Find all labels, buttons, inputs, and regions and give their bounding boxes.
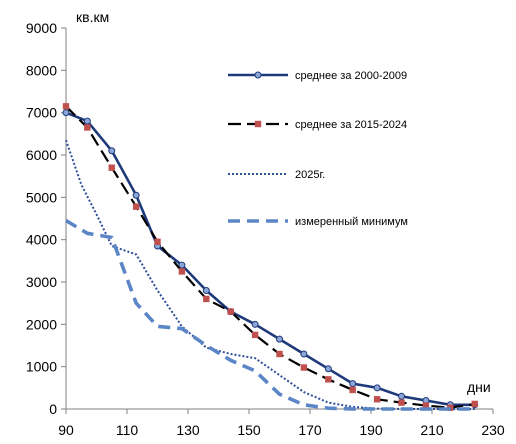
y-tick-label: 8000	[26, 62, 57, 78]
legend-entry-2: среднее за 2015-2024	[228, 119, 407, 131]
series-line	[65, 111, 475, 407]
data-point	[349, 380, 357, 388]
legend-entry-4: измеренный минимум	[228, 216, 408, 228]
data-point	[132, 203, 140, 210]
x-tick-label: 190	[359, 422, 383, 438]
data-point	[251, 320, 259, 328]
y-tick-label: 5000	[26, 189, 57, 205]
data-point	[398, 392, 405, 400]
legend-marker	[254, 120, 262, 128]
x-axis: 90 110 130 150 170 190 210 230	[58, 408, 505, 438]
series-lines	[62, 103, 479, 411]
y-tick-label: 7000	[26, 105, 57, 121]
data-point	[422, 402, 430, 409]
data-point	[178, 268, 186, 275]
data-point	[398, 399, 405, 406]
data-point	[178, 261, 186, 269]
y-tick-label: 6000	[26, 147, 57, 163]
y-tick-label: 2000	[26, 316, 57, 332]
legend-label: измеренный минимум	[295, 216, 408, 228]
series-4	[65, 219, 475, 411]
data-point	[325, 376, 332, 383]
x-tick-label: 110	[116, 422, 139, 438]
data-point	[108, 147, 116, 155]
x-tick-label: 210	[420, 422, 444, 438]
data-point	[373, 384, 381, 392]
data-point	[84, 124, 91, 131]
x-tick-label: 150	[237, 422, 261, 438]
y-axis-unit-label: кв.км	[76, 9, 109, 25]
x-tick-label: 230	[481, 422, 505, 438]
y-tick-label: 9000	[26, 20, 57, 36]
data-point	[154, 238, 161, 245]
data-point	[300, 350, 308, 358]
x-axis-unit-label: дни	[467, 379, 491, 395]
y-tick-label: 4000	[26, 232, 57, 248]
series-1	[62, 109, 479, 409]
data-point	[108, 164, 115, 171]
y-axis: 0 1000 2000 3000 4000 5000 6000 7000 8000 9000	[26, 20, 67, 417]
data-point	[202, 286, 210, 294]
data-point	[62, 109, 70, 117]
data-point	[227, 308, 234, 315]
y-tick-label: 1000	[26, 359, 57, 375]
data-point	[132, 191, 140, 199]
legend-entry-1: среднее за 2000-2009	[228, 70, 407, 82]
legend-label: 2025г.	[295, 169, 325, 181]
data-point	[203, 295, 210, 303]
legend-label: среднее за 2015-2024	[295, 119, 407, 131]
y-tick-label: 0	[49, 401, 57, 417]
legend: среднее за 2000-2009 среднее за 2015-2024…	[228, 70, 408, 228]
series-2	[62, 103, 478, 411]
legend-entry-3: 2025г.	[228, 169, 325, 181]
data-point	[300, 364, 308, 371]
x-tick-label: 90	[58, 422, 74, 438]
x-tick-label: 130	[176, 422, 200, 438]
data-point	[276, 335, 283, 343]
data-point	[276, 350, 283, 358]
series-line	[65, 105, 475, 409]
data-point	[324, 365, 332, 373]
data-point	[471, 400, 478, 408]
series-line	[65, 219, 475, 411]
legend-label: среднее за 2000-2009	[295, 70, 407, 82]
data-point	[83, 117, 91, 125]
data-point	[62, 103, 70, 110]
x-tick-label: 170	[298, 422, 322, 438]
data-point	[251, 331, 259, 339]
data-point	[373, 396, 381, 403]
legend-marker	[254, 71, 262, 79]
y-tick-label: 3000	[26, 274, 57, 290]
data-point	[349, 386, 356, 394]
